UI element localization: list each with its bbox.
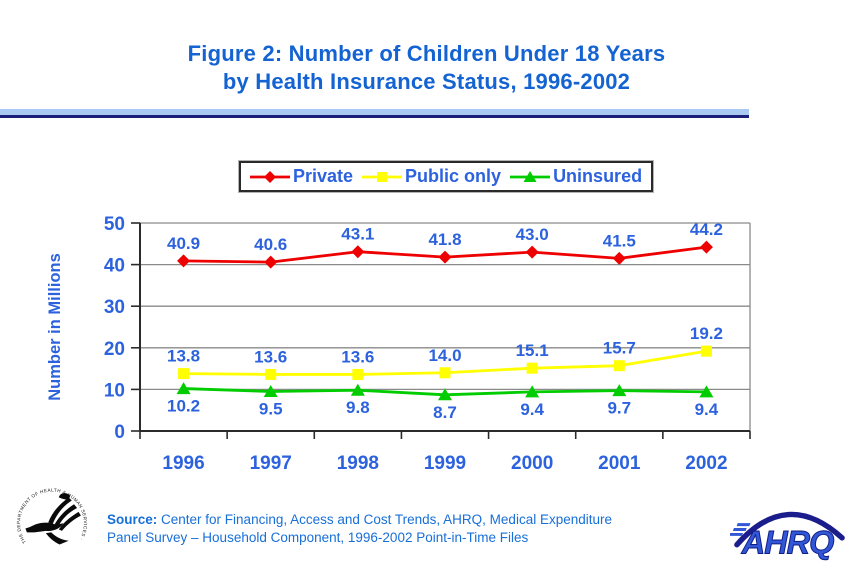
data-label: 41.5 [603,231,636,250]
diamond-marker-icon [351,245,365,259]
figure-title-line1: Figure 2: Number of Children Under 18 Ye… [187,41,666,66]
data-label: 9.4 [520,400,544,419]
legend-item: Uninsured [510,166,642,187]
y-tick-label: 50 [104,214,125,235]
y-tick-label: 10 [104,380,125,401]
data-label: 41.8 [428,230,461,249]
legend-label: Uninsured [553,166,643,186]
x-tick-label: 1998 [337,453,379,474]
x-tick-label: 1996 [162,453,204,474]
triangle-marker-icon [612,384,627,397]
x-tick-label: 1999 [424,453,466,474]
hhs-logo: THE DEPARTMENT OF HEALTH & HUMAN SERVICE… [14,486,88,545]
diamond-marker-icon [264,255,278,269]
square-marker-icon [178,368,190,380]
data-label: 9.4 [695,400,719,419]
triangle-marker-icon [438,388,452,401]
square-marker-icon [439,367,451,379]
triangle-marker-icon [525,385,540,398]
chart-legend: Private Public only Uninsured [239,161,654,192]
source-text-line1: Center for Financing, Access and Cost Tr… [161,512,612,527]
figure-title-line2: by Health Insurance Status, 1996-2002 [222,69,631,94]
data-label: 13.8 [167,347,200,366]
ahrq-swoosh [734,511,845,548]
diamond-marker-icon [177,254,191,268]
legend-label: Public only [405,166,502,186]
y-tick-label: 40 [104,256,125,277]
ahrq-speed-lines [730,523,751,536]
eagle-icon [25,493,81,545]
source-line1: Source: Center for Financing, Access and… [107,511,747,529]
y-tick-label: 30 [104,297,125,318]
triangle-marker-icon [176,382,191,395]
y-axis-title: Number in Millions [46,253,64,401]
triangle-marker-icon [699,385,714,398]
source-label: Source: [107,512,158,527]
square-marker-icon [265,368,277,380]
square-marker-icon [700,345,712,357]
legend-label: Private [293,166,354,186]
square-marker-icon [352,368,364,380]
x-tick-label: 2001 [598,453,641,474]
square-marker-icon [526,362,538,374]
x-tick-label: 2002 [685,453,727,474]
x-tick-label: 2000 [511,453,553,474]
data-label: 15.7 [603,339,636,358]
source-text-line2: Panel Survey – Household Component, 1996… [107,530,529,545]
triangle-marker-icon [350,383,365,396]
data-label: 9.8 [346,398,370,417]
ahrq-logo: AHRQ [730,511,845,561]
data-label: 9.5 [259,399,283,418]
data-label: 9.7 [607,399,631,418]
y-tick-label: 0 [114,422,125,443]
ahrq-wordmark: AHRQ [741,525,834,561]
data-label: 44.2 [690,220,723,239]
y-tick-label: 20 [104,339,125,360]
title-divider [0,109,749,118]
data-label: 40.9 [167,234,200,253]
data-label: 13.6 [254,347,287,366]
data-label: 19.2 [690,324,723,343]
legend-item: Private [250,166,353,187]
diamond-marker-icon [525,245,539,259]
data-label: 14.0 [428,346,461,365]
x-tick-label: 1997 [250,453,292,474]
square-marker-icon [613,360,625,372]
title-divider-navy-bar [0,115,749,118]
triangle-marker-icon [263,384,278,397]
triangle-legend-marker-icon [510,170,551,182]
data-label: 40.6 [254,235,287,254]
legend-item: Public only [362,166,501,187]
data-label: 15.1 [516,341,549,360]
square-legend-marker-icon [362,171,403,182]
diamond-marker-icon [699,240,713,254]
data-label: 43.0 [516,225,549,244]
data-label: 13.6 [341,347,374,366]
title-divider-light-bar [0,109,749,115]
data-label: 43.1 [341,225,374,244]
diamond-marker-icon [612,251,626,265]
figure-title: Figure 2: Number of Children Under 18 Ye… [0,40,853,96]
source-note: Source: Center for Financing, Access and… [107,511,747,547]
diamond-marker-icon [438,250,452,264]
data-label: 8.7 [433,403,457,422]
data-label: 10.2 [167,397,200,416]
diamond-legend-marker-icon [250,170,290,183]
